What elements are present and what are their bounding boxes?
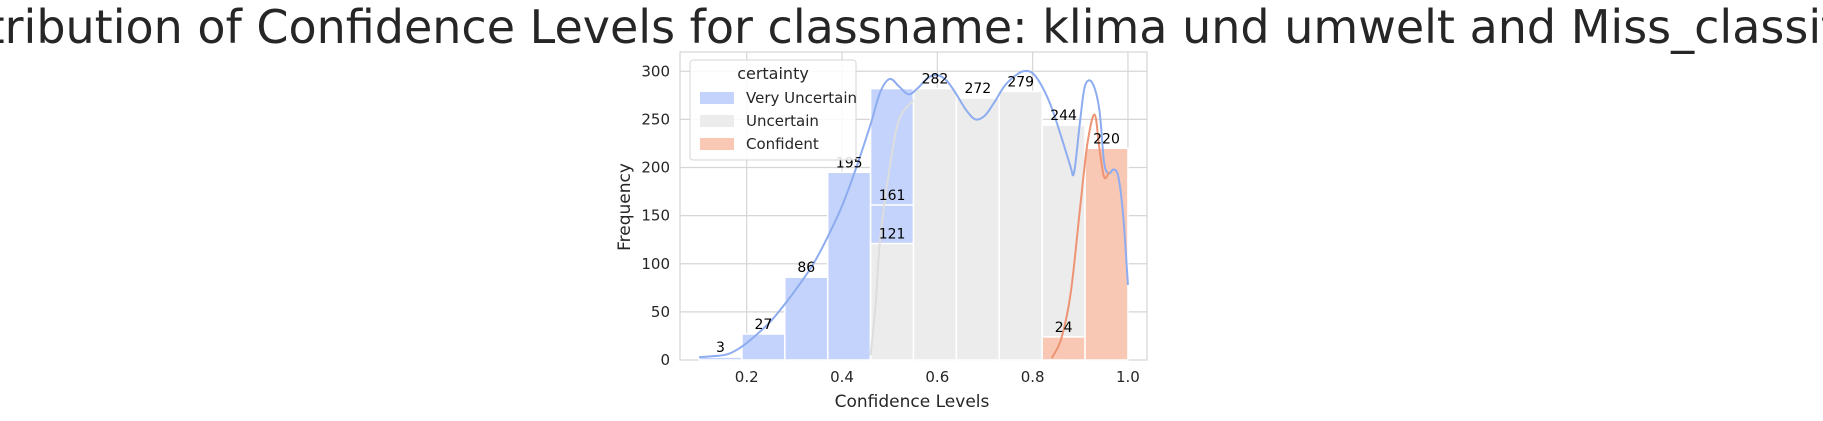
kde-line bbox=[698, 69, 1129, 359]
legend-swatch bbox=[700, 92, 734, 104]
bar-value-label: 27 bbox=[754, 317, 772, 333]
x-axis-ticks: 0.2 0.4 0.6 0.8 1.0 bbox=[735, 368, 1140, 386]
x-tick-label: 0.6 bbox=[925, 368, 949, 386]
y-tick-label: 50 bbox=[651, 303, 670, 321]
x-tick-label: 0.8 bbox=[1021, 368, 1045, 386]
bar-value-label: 272 bbox=[964, 81, 991, 97]
legend-entry: Confident bbox=[746, 135, 819, 153]
bar-value-label: 121 bbox=[879, 227, 906, 243]
y-tick-label: 300 bbox=[641, 62, 670, 80]
bar-value-label: 3 bbox=[716, 340, 725, 356]
histogram-bar bbox=[869, 242, 915, 361]
bar-value-label: 161 bbox=[879, 188, 906, 204]
histogram-bar bbox=[912, 87, 958, 361]
kde-line bbox=[1050, 113, 1110, 359]
histogram-bar bbox=[1041, 336, 1086, 361]
bar-value-label: 282 bbox=[922, 72, 949, 88]
bars bbox=[698, 87, 1129, 361]
legend: certainty Very Uncertain Uncertain Confide… bbox=[689, 59, 857, 161]
bar-value-label: 24 bbox=[1055, 320, 1073, 336]
y-tick-label: 200 bbox=[641, 159, 670, 177]
x-tick-label: 0.2 bbox=[735, 368, 759, 386]
bar-value-label: 244 bbox=[1050, 108, 1077, 124]
y-tick-label: 250 bbox=[641, 110, 670, 128]
histogram-bar bbox=[826, 171, 872, 361]
legend-entry: Very Uncertain bbox=[746, 89, 857, 107]
legend-swatch bbox=[700, 115, 734, 127]
bar-value-label: 220 bbox=[1093, 131, 1120, 147]
y-axis-label: Frequency bbox=[615, 163, 635, 251]
histogram-bar bbox=[998, 90, 1043, 361]
chart-title: Distribution of Confidence Levels for cl… bbox=[0, 0, 1823, 54]
x-tick-label: 0.4 bbox=[830, 368, 854, 386]
histogram-bar bbox=[1084, 147, 1129, 361]
bar-value-label: 279 bbox=[1007, 74, 1034, 90]
y-tick-label: 100 bbox=[641, 255, 670, 273]
histogram-bar bbox=[784, 276, 829, 361]
histogram-bar bbox=[955, 97, 1001, 361]
bar-value-label: 86 bbox=[797, 260, 815, 276]
histogram-bar bbox=[1041, 124, 1086, 361]
legend-swatch bbox=[700, 138, 734, 150]
x-tick-label: 1.0 bbox=[1116, 368, 1140, 386]
kde-line bbox=[869, 99, 915, 356]
y-tick-label: 150 bbox=[641, 207, 670, 225]
legend-box bbox=[689, 59, 857, 161]
histogram-bar bbox=[741, 333, 786, 361]
kde-curves bbox=[698, 69, 1129, 359]
x-axis-label: Confidence Levels bbox=[835, 392, 990, 412]
legend-title: certainty bbox=[737, 64, 809, 83]
legend-entry: Uncertain bbox=[746, 112, 819, 130]
y-axis-ticks: 0 50 100 150 200 250 300 bbox=[641, 62, 670, 369]
y-tick-label: 0 bbox=[660, 351, 670, 369]
